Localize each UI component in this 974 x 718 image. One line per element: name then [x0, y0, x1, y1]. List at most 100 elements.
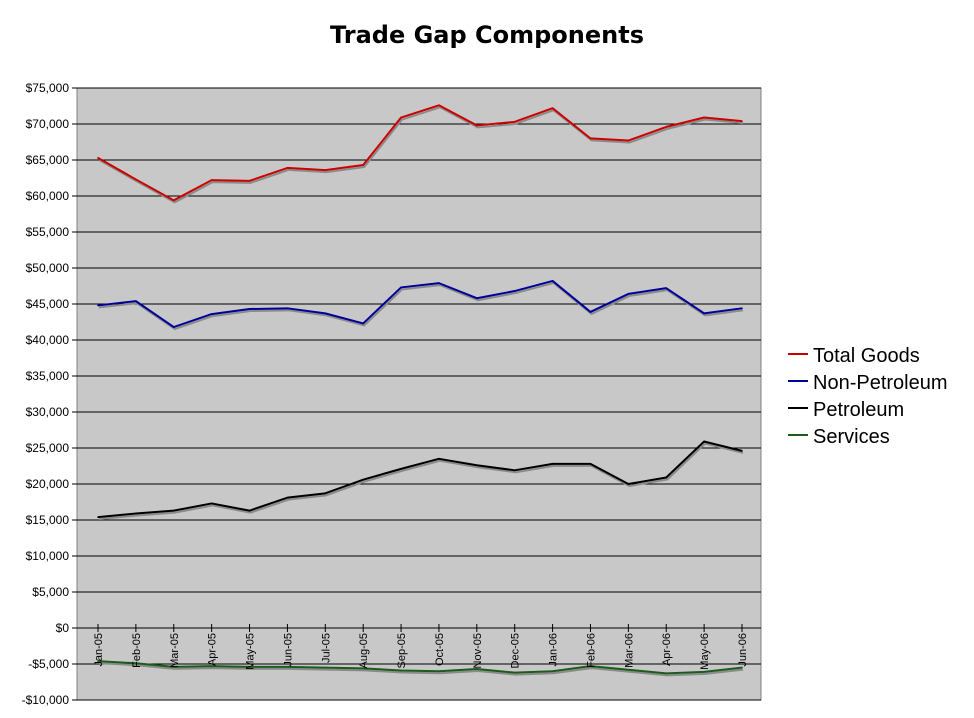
data-point-services: [286, 666, 289, 668]
data-point-total-goods: [248, 180, 251, 182]
data-point-services: [665, 672, 668, 675]
data-point-petroleum: [362, 478, 364, 481]
data-point-non-petroleum: [135, 300, 137, 302]
data-point-total-goods: [172, 199, 175, 202]
data-point-services: [513, 671, 516, 674]
data-point-services: [362, 667, 364, 670]
x-tick-label: May-05: [245, 633, 257, 670]
data-point-petroleum: [248, 509, 251, 512]
series-line-services: [97, 660, 743, 675]
x-tick-label: Oct-05: [434, 633, 446, 666]
data-point-non-petroleum: [172, 326, 175, 328]
data-point-non-petroleum: [589, 311, 592, 313]
data-point-non-petroleum: [248, 308, 251, 310]
data-point-petroleum: [135, 512, 137, 515]
x-tick-label: Jun-05: [282, 633, 294, 667]
series-shadow-petroleum: [98, 442, 744, 521]
x-tick-label: Jun-06: [737, 633, 749, 667]
series-shadow-services: [98, 662, 744, 677]
data-point-total-goods: [135, 178, 137, 181]
x-tick-label: Sep-05: [396, 633, 408, 668]
series-lines: [97, 104, 744, 677]
data-point-total-goods: [438, 104, 440, 107]
legend-label-total-goods: Total Goods: [813, 345, 920, 367]
data-point-petroleum: [476, 464, 478, 467]
data-point-services: [551, 670, 554, 672]
data-point-non-petroleum: [741, 307, 743, 310]
x-tick-label: Feb-06: [585, 633, 597, 668]
data-point-total-goods: [400, 116, 402, 119]
data-point-non-petroleum: [324, 312, 327, 315]
data-point-petroleum: [627, 483, 630, 485]
x-tick-label: Mar-05: [169, 633, 181, 668]
data-point-services: [210, 665, 213, 667]
data-point-non-petroleum: [97, 304, 99, 307]
data-point-services: [97, 660, 99, 662]
legend-label-petroleum: Petroleum: [813, 399, 904, 421]
legend: Total Goods Non-Petroleum Petroleum Service…: [788, 345, 948, 448]
data-point-total-goods: [513, 121, 516, 123]
y-tick-label: $65,000: [26, 153, 70, 167]
y-tick-label: -$5,000: [28, 657, 69, 671]
x-tick-label: Feb-05: [131, 633, 143, 668]
y-axis-ticks: $75,000 $70,000 $65,000 $60,000 $55,000 $50,0…: [22, 81, 77, 707]
data-point-total-goods: [476, 124, 478, 127]
data-point-services: [438, 670, 440, 672]
y-tick-label: $0: [56, 621, 70, 635]
data-point-services: [248, 666, 251, 668]
x-tick-label: Aug-05: [358, 633, 370, 668]
data-point-petroleum: [703, 440, 705, 443]
data-point-total-goods: [703, 116, 705, 119]
data-point-total-goods: [97, 157, 99, 159]
series-line-petroleum: [97, 440, 743, 519]
y-tick-label: $20,000: [26, 477, 70, 491]
x-tick-label: Apr-05: [207, 633, 219, 666]
data-point-petroleum: [741, 450, 743, 452]
y-tick-label: $40,000: [26, 333, 70, 347]
y-tick-label: $45,000: [26, 297, 70, 311]
series-shadow-total-goods: [98, 106, 744, 204]
data-point-total-goods: [362, 164, 364, 166]
data-point-total-goods: [210, 179, 213, 181]
y-tick-label: $35,000: [26, 369, 70, 383]
data-point-services: [589, 665, 592, 667]
data-point-non-petroleum: [627, 293, 630, 295]
x-tick-label: Dec-05: [510, 633, 522, 668]
series-line-total-goods: [97, 104, 743, 202]
y-tick-label: $60,000: [26, 189, 70, 203]
y-tick-label: $10,000: [26, 549, 70, 563]
y-tick-label: $25,000: [26, 441, 70, 455]
data-point-non-petroleum: [551, 280, 554, 282]
data-point-non-petroleum: [438, 282, 440, 284]
data-point-services: [627, 668, 630, 671]
data-point-non-petroleum: [703, 312, 705, 315]
chart-title: Trade Gap Components: [330, 21, 644, 49]
x-tick-label: Jan-06: [548, 633, 560, 667]
data-point-total-goods: [551, 107, 554, 109]
data-point-non-petroleum: [476, 297, 478, 300]
data-point-petroleum: [438, 458, 440, 460]
y-tick-label: $55,000: [26, 225, 70, 239]
data-point-non-petroleum: [665, 287, 668, 289]
data-point-non-petroleum: [286, 307, 289, 310]
y-tick-label: -$10,000: [22, 693, 70, 707]
y-tick-label: $15,000: [26, 513, 70, 527]
data-point-services: [476, 668, 478, 670]
x-tick-label: Jan-05: [93, 633, 105, 667]
y-tick-label: $30,000: [26, 405, 70, 419]
data-point-petroleum: [324, 492, 327, 495]
data-point-petroleum: [210, 502, 213, 505]
data-point-petroleum: [286, 496, 289, 499]
data-point-petroleum: [97, 516, 99, 518]
data-point-non-petroleum: [513, 290, 516, 292]
data-point-services: [172, 666, 175, 668]
data-point-total-goods: [627, 139, 630, 142]
y-tick-label: $75,000: [26, 81, 70, 95]
data-point-petroleum: [513, 469, 516, 472]
data-point-petroleum: [589, 463, 592, 465]
y-tick-label: $50,000: [26, 261, 70, 275]
x-tick-label: Mar-06: [623, 633, 635, 668]
legend-label-non-petroleum: Non-Petroleum: [813, 372, 948, 394]
data-point-petroleum: [551, 463, 554, 465]
